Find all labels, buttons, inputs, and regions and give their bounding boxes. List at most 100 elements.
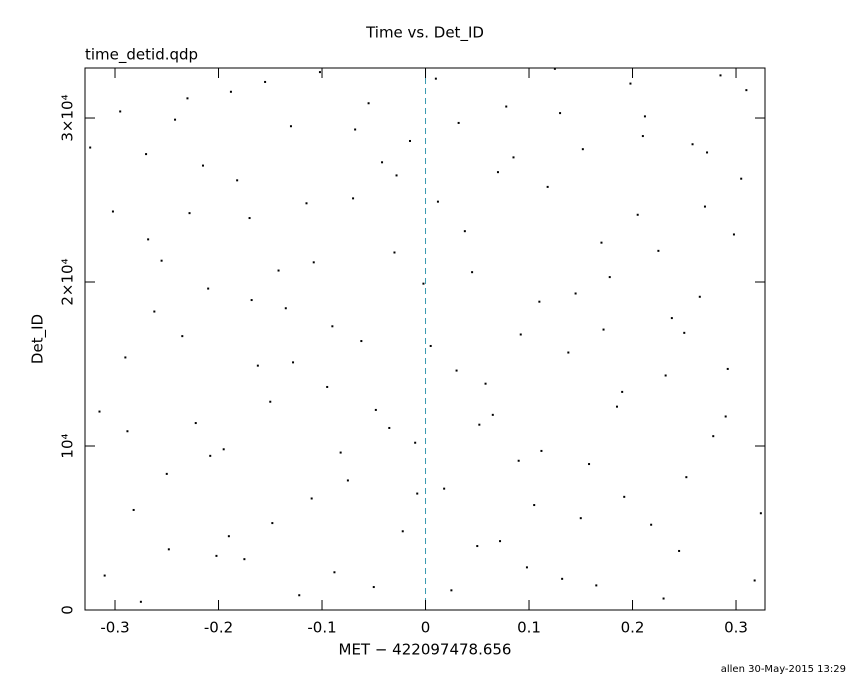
point	[318, 71, 321, 74]
chart-subtitle: time_detid.qdp	[85, 46, 198, 65]
point	[540, 449, 543, 452]
point	[434, 77, 437, 80]
point	[250, 299, 253, 302]
point	[339, 451, 342, 454]
point	[188, 212, 191, 215]
point	[207, 287, 210, 290]
x-tick-label: -0.1	[307, 619, 336, 637]
point	[209, 454, 212, 457]
point	[395, 174, 398, 177]
point	[623, 495, 626, 498]
point	[181, 335, 184, 338]
point	[496, 171, 499, 174]
x-tick-label: -0.3	[100, 619, 129, 637]
point	[310, 497, 313, 500]
point	[333, 571, 336, 574]
x-tick-label: 0.2	[621, 619, 645, 637]
point	[248, 217, 251, 220]
point	[139, 600, 142, 603]
point	[126, 430, 129, 433]
point	[89, 146, 92, 149]
point	[719, 74, 722, 77]
x-tick-label: 0.1	[517, 619, 541, 637]
point	[745, 89, 748, 92]
point	[595, 584, 598, 587]
point	[160, 259, 163, 262]
point	[643, 115, 646, 118]
point	[641, 135, 644, 138]
point	[581, 148, 584, 151]
point	[194, 422, 197, 425]
point	[186, 97, 189, 100]
point	[559, 112, 562, 115]
y-tick-label: 3×10⁴	[59, 94, 77, 141]
point	[331, 325, 334, 328]
point	[215, 554, 218, 557]
point	[269, 400, 272, 403]
point	[305, 202, 308, 205]
footer: allen 30-May-2015 13:29	[721, 664, 846, 675]
point	[574, 292, 577, 295]
y-axis-label: Det_ID	[29, 314, 48, 364]
y-tick-label: 0	[59, 605, 77, 615]
point	[326, 385, 329, 388]
point	[698, 295, 701, 298]
point	[505, 105, 508, 108]
point	[119, 110, 122, 113]
point	[533, 504, 536, 507]
plot-frame	[84, 67, 766, 611]
point	[561, 577, 564, 580]
point	[732, 233, 735, 236]
point	[381, 161, 384, 164]
point	[367, 102, 370, 105]
point	[491, 413, 494, 416]
point	[229, 90, 232, 93]
point	[236, 179, 239, 182]
point	[147, 238, 150, 241]
point	[153, 310, 156, 313]
point	[588, 463, 591, 466]
point	[429, 344, 432, 347]
point	[759, 512, 762, 515]
point	[546, 185, 549, 188]
x-tick-label: 0.3	[724, 619, 748, 637]
point	[621, 390, 624, 393]
point	[98, 410, 101, 413]
point	[422, 282, 425, 285]
point	[525, 566, 528, 569]
point	[602, 328, 605, 331]
point	[600, 241, 603, 244]
point	[615, 405, 618, 408]
point	[312, 261, 315, 264]
point	[401, 530, 404, 533]
point	[457, 121, 460, 124]
point	[388, 426, 391, 429]
point	[608, 276, 611, 279]
point	[298, 594, 301, 597]
point	[450, 589, 453, 592]
point	[463, 230, 466, 233]
point	[724, 415, 727, 418]
point	[636, 213, 639, 216]
point	[519, 333, 522, 336]
point	[227, 535, 230, 538]
point	[740, 177, 743, 180]
point	[372, 586, 375, 589]
point	[455, 369, 458, 372]
point	[167, 548, 170, 551]
x-tick-label: 0	[421, 619, 431, 637]
point	[346, 479, 349, 482]
point	[538, 300, 541, 303]
x-tick-label: -0.2	[204, 619, 233, 637]
point	[132, 508, 135, 511]
point	[629, 82, 632, 85]
point	[517, 459, 520, 462]
chart-title: Time vs. Det_ID	[365, 24, 484, 43]
point	[264, 80, 267, 83]
point	[277, 269, 280, 272]
point	[664, 374, 667, 377]
point	[662, 597, 665, 600]
point	[292, 361, 295, 364]
point	[414, 441, 417, 444]
point	[703, 205, 706, 208]
